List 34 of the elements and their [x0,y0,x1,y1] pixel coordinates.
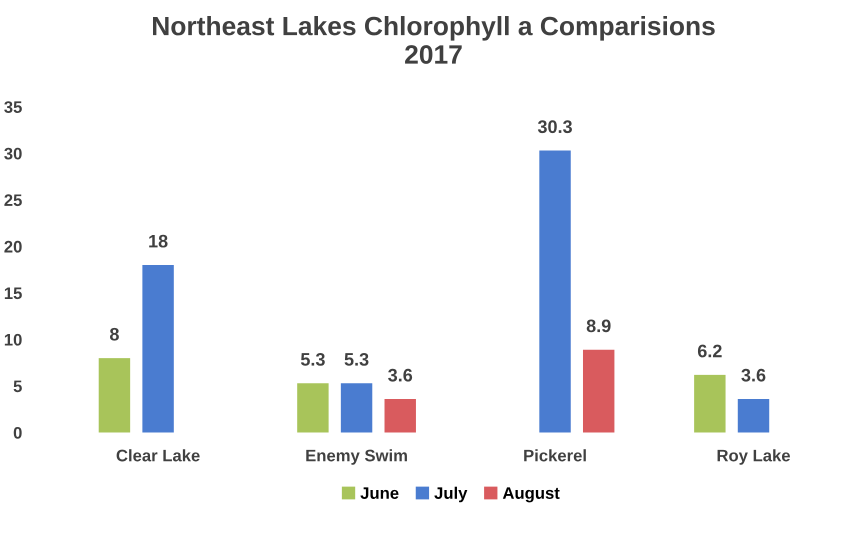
x-tick-label: Enemy Swim [306,449,407,465]
bar [582,350,614,433]
bar [297,383,329,433]
data-label: 3.6 [741,368,766,382]
bar [539,150,571,433]
data-label: 6.2 [698,344,722,358]
data-label: 18 [149,234,168,248]
y-tick-label: 20 [4,240,22,253]
data-label: 5.3 [300,352,325,366]
legend-label: August [502,487,560,502]
data-label: 3.6 [388,368,412,382]
data-label: 8 [110,328,119,341]
bar [98,358,130,433]
y-tick-label: 5 [14,380,22,392]
bar [384,399,416,433]
y-tick-label: 35 [4,101,22,114]
x-tick-label: Pickerel [524,449,586,462]
bar [694,374,726,433]
y-tick-label: 0 [14,426,22,439]
bar [738,399,770,433]
data-label: 5.3 [344,352,368,366]
y-tick-label: 25 [4,194,22,206]
bar [142,265,174,433]
chart-title: Northeast Lakes Chlorophyll a Comparisions 2017 [153,16,715,64]
x-tick-label: Roy Lake [718,449,790,465]
legend-label: July [434,486,468,502]
y-tick-label: 15 [4,288,22,300]
data-label: 30.3 [538,120,572,134]
data-label: 8.9 [586,319,611,332]
y-tick-label: 10 [4,334,22,346]
bar [340,383,372,433]
x-tick-label: Clear Lake [116,449,200,462]
legend-label: June [360,487,399,499]
y-tick-label: 30 [4,148,22,160]
